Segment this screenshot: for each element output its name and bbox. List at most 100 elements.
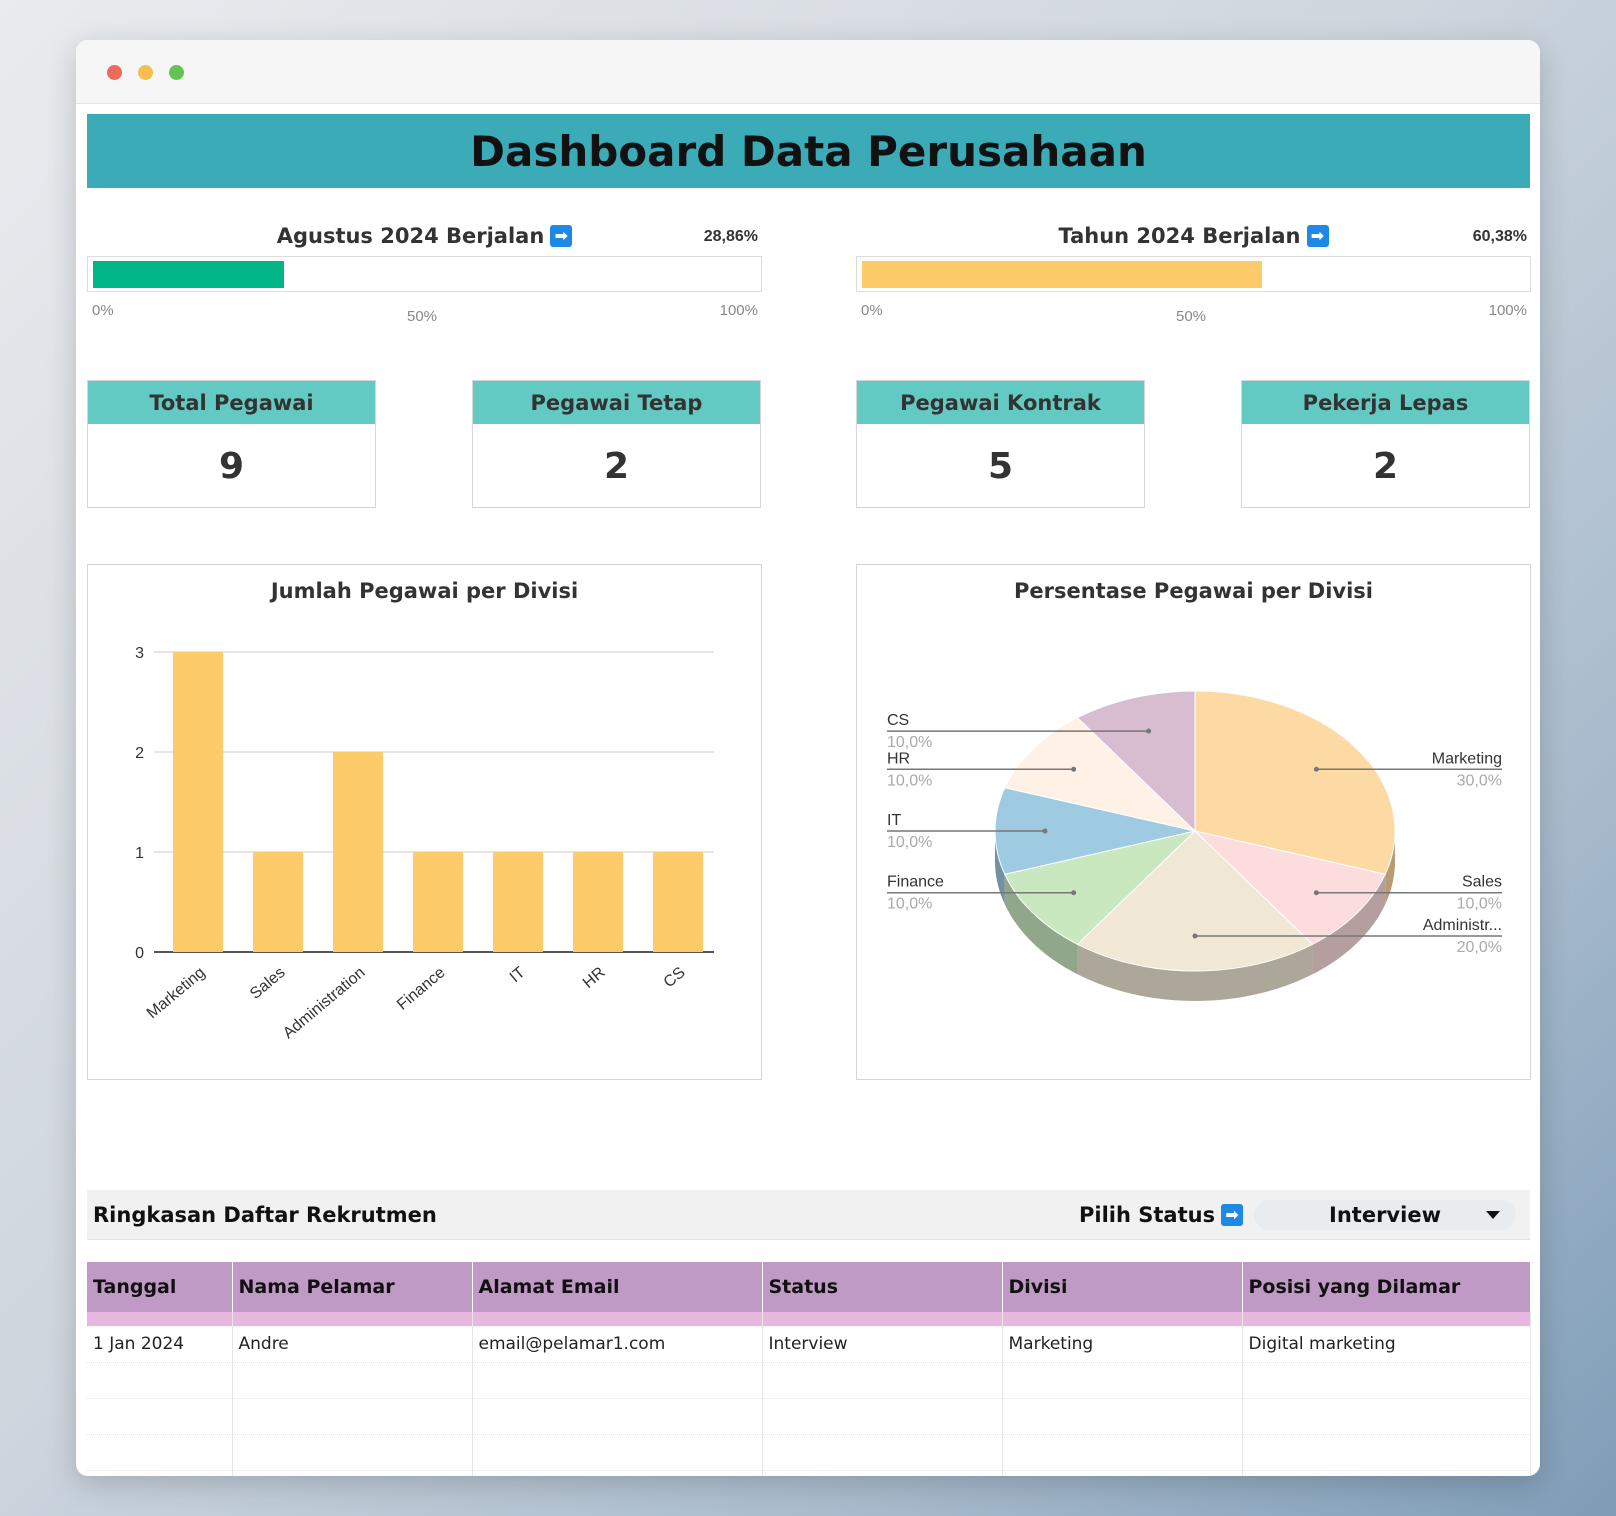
pie-label-name: Marketing xyxy=(1432,750,1502,767)
table-cell[interactable] xyxy=(87,1362,233,1399)
y-tick-label: 2 xyxy=(135,745,144,762)
x-tick-label: Marketing xyxy=(144,964,209,1022)
table-cell[interactable] xyxy=(1242,1434,1531,1471)
stat-value: 5 xyxy=(987,445,1014,487)
bar-administration[interactable] xyxy=(333,752,383,952)
pie-side-finance xyxy=(1004,874,1078,975)
cell-posisi[interactable]: Digital marketing xyxy=(1242,1326,1531,1363)
bar-sales[interactable] xyxy=(253,852,303,952)
bar-cs[interactable] xyxy=(653,852,703,952)
bar-hr[interactable] xyxy=(573,852,623,952)
table-cell[interactable] xyxy=(1242,1362,1531,1399)
table-cell[interactable] xyxy=(232,1398,473,1435)
table-row[interactable]: 1 Jan 2024 Andre email@pelamar1.com Inte… xyxy=(87,1326,1531,1363)
col-header-nama[interactable]: Nama Pelamar xyxy=(232,1262,473,1312)
table-cell[interactable] xyxy=(762,1398,1003,1435)
chevron-down-icon[interactable] xyxy=(1486,1211,1500,1219)
cell-email[interactable]: email@pelamar1.com xyxy=(472,1326,763,1363)
table-cell[interactable] xyxy=(472,1434,763,1471)
stat-card-lepas: Pekerja Lepas 2 xyxy=(1241,380,1530,508)
cell-tanggal[interactable]: 1 Jan 2024 xyxy=(87,1326,233,1363)
tick-100: 100% xyxy=(1488,302,1527,319)
status-dropdown[interactable]: Interview xyxy=(1254,1200,1516,1230)
table-cell[interactable] xyxy=(472,1398,763,1435)
bar-chart-card: Jumlah Pegawai per Divisi 0 1 2 3 Marketing S… xyxy=(87,564,762,1080)
col-header-tanggal[interactable]: Tanggal xyxy=(87,1262,233,1312)
pie-label-percent: 10,0% xyxy=(887,734,932,751)
pie-leader-dot xyxy=(1071,890,1077,896)
table-cell[interactable] xyxy=(762,1470,1003,1476)
table-row[interactable] xyxy=(87,1470,1531,1476)
maximize-window-button[interactable] xyxy=(169,65,184,80)
month-progress: Agustus 2024 Berjalan ➡ 28,86% 0% 50% 100… xyxy=(87,216,762,326)
table-cell[interactable] xyxy=(762,1434,1003,1471)
col-header-posisi[interactable]: Posisi yang Dilamar xyxy=(1242,1262,1531,1312)
stat-label: Pekerja Lepas xyxy=(1242,381,1529,424)
table-row[interactable] xyxy=(87,1434,1531,1471)
year-progress-title: Tahun 2024 Berjalan ➡ xyxy=(856,224,1531,248)
pie-label-percent: 20,0% xyxy=(1457,939,1502,956)
status-filter-label: Pilih Status ➡ xyxy=(1079,1203,1244,1227)
recruitment-table: Tanggal Nama Pelamar Alamat Email Status… xyxy=(87,1262,1531,1476)
col-header-email[interactable]: Alamat Email xyxy=(472,1262,763,1312)
cell-status[interactable]: Interview xyxy=(762,1326,1003,1363)
col-header-status[interactable]: Status xyxy=(762,1262,1003,1312)
col-header-divisi[interactable]: Divisi xyxy=(1002,1262,1243,1312)
pie-slice-hr[interactable] xyxy=(1004,717,1197,832)
pie-chart-title: Persentase Pegawai per Divisi xyxy=(1013,579,1374,603)
dashboard-header: Dashboard Data Perusahaan xyxy=(87,114,1530,188)
table-cell[interactable] xyxy=(1002,1362,1243,1399)
pie-slice-marketing[interactable] xyxy=(1194,690,1396,875)
month-progress-fill xyxy=(93,261,285,288)
recruitment-table-wrap: Tanggal Nama Pelamar Alamat Email Status… xyxy=(87,1262,1531,1476)
bar-chart-title: Jumlah Pegawai per Divisi xyxy=(270,579,579,603)
table-cell[interactable] xyxy=(762,1362,1003,1399)
table-row[interactable] xyxy=(87,1398,1531,1435)
table-cell[interactable] xyxy=(87,1434,233,1471)
minimize-window-button[interactable] xyxy=(138,65,153,80)
stat-label: Total Pegawai xyxy=(88,381,375,424)
table-cell[interactable] xyxy=(87,1470,233,1476)
bar-finance[interactable] xyxy=(413,852,463,952)
recruitment-header: Ringkasan Daftar Rekrutmen Pilih Status ➡… xyxy=(87,1190,1530,1240)
pie-side-marketing xyxy=(1385,831,1395,905)
spacer-cell xyxy=(1242,1312,1531,1327)
pie-slice-finance[interactable] xyxy=(1004,830,1197,945)
cell-divisi[interactable]: Marketing xyxy=(1002,1326,1243,1363)
table-cell[interactable] xyxy=(1002,1434,1243,1471)
pie-slice-cs[interactable] xyxy=(1076,690,1196,833)
close-window-button[interactable] xyxy=(107,65,122,80)
bar-marketing[interactable] xyxy=(173,652,223,952)
table-cell[interactable] xyxy=(472,1470,763,1476)
table-cell[interactable] xyxy=(87,1398,233,1435)
year-progress: Tahun 2024 Berjalan ➡ 60,38% 0% 50% 100% xyxy=(856,216,1531,326)
stat-card-total: Total Pegawai 9 xyxy=(87,380,376,508)
table-cell[interactable] xyxy=(1002,1470,1243,1476)
spacer-cell xyxy=(472,1312,763,1327)
pie-leader-dot xyxy=(1042,828,1048,834)
pie-slice-sales[interactable] xyxy=(1193,830,1386,945)
pie-label-name: Administr... xyxy=(1423,917,1502,934)
stat-card-kontrak: Pegawai Kontrak 5 xyxy=(856,380,1145,508)
table-row[interactable] xyxy=(87,1362,1531,1399)
recruitment-title: Ringkasan Daftar Rekrutmen xyxy=(93,1203,437,1227)
stat-label: Pegawai Kontrak xyxy=(857,381,1144,424)
table-cell[interactable] xyxy=(1242,1398,1531,1435)
table-cell[interactable] xyxy=(232,1362,473,1399)
tick-100: 100% xyxy=(719,302,758,319)
bar-it[interactable] xyxy=(493,852,543,952)
table-cell[interactable] xyxy=(1002,1398,1243,1435)
pie-leader-dot xyxy=(1071,766,1077,772)
pie-label-name: IT xyxy=(887,812,901,829)
pie-label-percent: 10,0% xyxy=(887,834,932,851)
table-cell[interactable] xyxy=(232,1470,473,1476)
cell-nama[interactable]: Andre xyxy=(232,1326,473,1363)
table-cell[interactable] xyxy=(1242,1470,1531,1476)
table-cell[interactable] xyxy=(232,1434,473,1471)
pie-label-percent: 10,0% xyxy=(887,772,932,789)
table-cell[interactable] xyxy=(472,1362,763,1399)
month-progress-title: Agustus 2024 Berjalan ➡ xyxy=(87,224,762,248)
arrow-right-icon: ➡ xyxy=(1221,1204,1244,1226)
month-progress-track xyxy=(87,256,762,292)
